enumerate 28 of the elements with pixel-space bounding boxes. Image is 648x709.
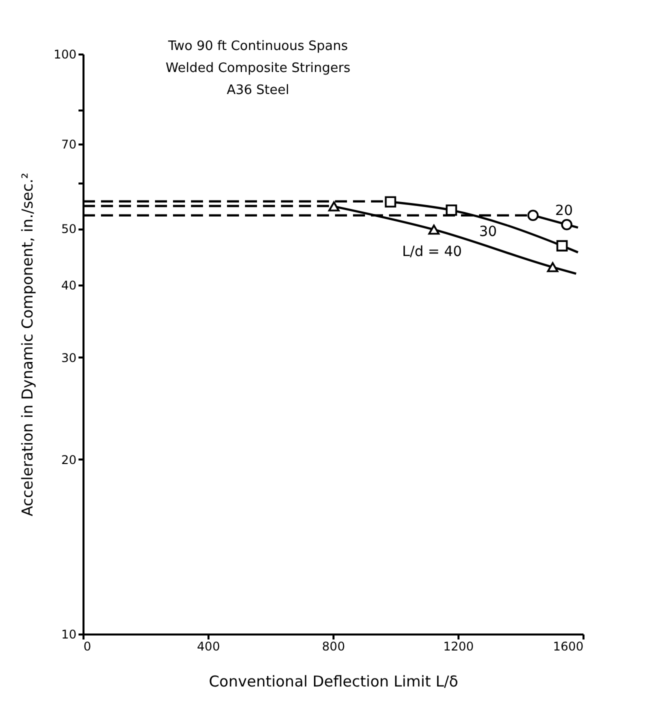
x-tick-label: 800 (322, 640, 345, 654)
y-tick-label: 20 (61, 452, 76, 467)
x-tick-label: 0 (84, 640, 92, 654)
y-tick-label: 40 (61, 278, 76, 292)
point (527, 210, 539, 221)
annotation: 20 (555, 203, 573, 219)
point (556, 240, 568, 252)
point (446, 204, 458, 216)
annotation: 30 (479, 224, 497, 240)
y-tick-label: 30 (61, 350, 76, 365)
annotation: L/d = 40 (402, 244, 462, 260)
point (561, 218, 572, 230)
y-tick-label: 70 (61, 137, 76, 152)
y-tick-label: 100 (54, 48, 76, 62)
x-tick-label: 1600 (552, 640, 584, 654)
x-tick-label: 1200 (443, 640, 474, 654)
y-axis-title: Acceleration in Dynamic Component, in./sec.² (18, 172, 37, 516)
point (428, 224, 440, 235)
annotation: A36 Steel (226, 83, 290, 98)
text: Two 90 ft Continuous Spans (167, 39, 348, 54)
point (328, 201, 340, 212)
point (547, 262, 558, 272)
annotation: Welded Composite Stringers (166, 61, 351, 76)
x-axis-title: Conventional Deflection Limit L/δ (208, 672, 458, 690)
y-tick-label: 50 (61, 222, 76, 236)
point (384, 196, 396, 208)
x-tick-label: 400 (197, 640, 220, 654)
y-tick-label: 10 (61, 628, 76, 642)
